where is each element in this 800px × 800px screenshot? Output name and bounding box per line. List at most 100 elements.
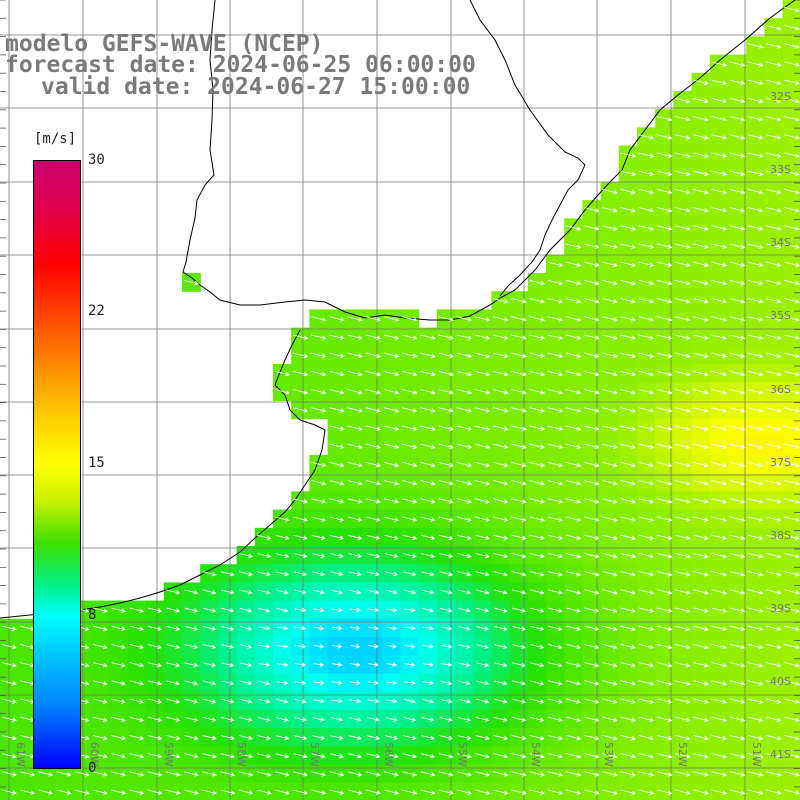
wind-arrow xyxy=(239,607,253,613)
wind-arrow xyxy=(221,607,235,613)
wind-arrow xyxy=(438,425,455,431)
wind-arrow xyxy=(313,644,325,649)
wind-speed-cell xyxy=(364,782,383,800)
wind-arrow xyxy=(129,643,144,650)
wind-arrow xyxy=(511,589,527,595)
wind-arrow xyxy=(547,698,563,704)
wind-arrow xyxy=(602,207,618,213)
wind-arrow xyxy=(747,461,764,468)
wind-arrow xyxy=(184,644,199,650)
wind-arrow xyxy=(656,662,673,668)
wind-arrow xyxy=(220,753,236,759)
wind-arrow xyxy=(784,461,800,468)
wind-arrow xyxy=(602,607,618,613)
wind-arrow xyxy=(384,534,399,541)
wind-arrow xyxy=(476,644,489,650)
wind-arrow xyxy=(438,370,455,377)
wind-arrow xyxy=(565,607,582,613)
wind-arrow xyxy=(493,552,509,559)
wind-arrow xyxy=(566,662,582,668)
wind-arrow xyxy=(421,716,435,722)
wind-arrow xyxy=(420,553,436,559)
wind-arrow xyxy=(620,188,637,195)
wind-arrow xyxy=(602,334,618,340)
wind-speed-cell xyxy=(273,782,292,800)
wind-arrow xyxy=(784,243,800,249)
wind-arrow xyxy=(747,753,764,759)
wind-arrow xyxy=(474,425,491,431)
wind-arrow xyxy=(329,443,345,450)
wind-arrow xyxy=(347,771,363,777)
wind-arrow xyxy=(765,152,782,158)
colorbar-tick-30: 30 xyxy=(88,152,105,168)
wind-arrow xyxy=(784,170,800,177)
wind-arrow xyxy=(529,625,545,631)
wind-arrow xyxy=(656,134,673,140)
wind-arrow xyxy=(311,407,327,413)
wind-arrow xyxy=(438,480,454,486)
wind-speed-cell xyxy=(218,782,238,800)
wind-arrow xyxy=(711,134,728,140)
wind-arrow xyxy=(401,461,418,468)
wind-arrow xyxy=(747,698,764,704)
wind-arrow xyxy=(329,370,345,377)
longitude-label: 58W xyxy=(235,742,248,767)
latitude-label: 35S xyxy=(770,309,791,322)
wind-arrow xyxy=(620,534,637,541)
wind-arrow xyxy=(458,680,471,686)
wind-arrow xyxy=(729,789,746,795)
wind-arrow xyxy=(583,480,600,486)
wind-arrow xyxy=(711,461,728,468)
wind-arrow xyxy=(529,607,545,613)
wind-arrow xyxy=(765,443,782,450)
wind-arrow xyxy=(784,534,800,541)
wind-arrow xyxy=(729,170,746,177)
wind-arrow xyxy=(784,6,800,13)
wind-arrow xyxy=(529,534,545,541)
wind-arrow xyxy=(784,370,800,377)
wind-arrow xyxy=(165,789,181,795)
wind-arrow xyxy=(656,571,673,577)
wind-arrow xyxy=(729,97,746,104)
wind-arrow xyxy=(583,789,600,795)
wind-arrow xyxy=(367,680,380,686)
wind-arrow xyxy=(638,389,655,395)
wind-arrow xyxy=(693,170,709,177)
wind-arrow xyxy=(693,662,709,668)
wind-arrow xyxy=(404,644,416,649)
wind-arrow xyxy=(347,389,363,395)
wind-arrow xyxy=(583,261,600,268)
wind-arrow xyxy=(602,389,618,395)
wind-arrow xyxy=(256,753,272,759)
wind-arrow xyxy=(565,753,582,759)
wind-arrow xyxy=(402,553,417,559)
wind-arrow xyxy=(674,607,691,613)
wind-arrow xyxy=(583,389,600,395)
wind-arrow xyxy=(784,771,800,777)
wind-arrow xyxy=(547,516,564,522)
wind-arrow xyxy=(765,316,782,322)
wind-arrow xyxy=(474,771,491,777)
wind-arrow xyxy=(638,461,655,468)
wind-arrow xyxy=(365,516,381,522)
wind-arrow xyxy=(693,734,709,741)
wind-arrow xyxy=(258,625,271,631)
wind-arrow xyxy=(439,735,454,741)
wind-arrow xyxy=(638,352,655,359)
wind-arrow xyxy=(711,79,728,86)
wind-arrow xyxy=(729,552,746,559)
wind-arrow xyxy=(402,753,418,759)
latitude-label: 39S xyxy=(770,602,791,615)
wind-arrow xyxy=(747,170,764,177)
wind-arrow xyxy=(620,152,637,158)
wind-arrow xyxy=(729,116,746,122)
wind-arrow xyxy=(184,734,199,741)
wind-arrow xyxy=(729,79,746,86)
wind-arrow xyxy=(747,516,764,522)
wind-speed-cell xyxy=(382,782,401,800)
wind-arrow xyxy=(239,698,253,704)
wind-arrow xyxy=(784,698,800,704)
wind-arrow xyxy=(529,498,546,504)
wind-arrow xyxy=(584,589,600,595)
